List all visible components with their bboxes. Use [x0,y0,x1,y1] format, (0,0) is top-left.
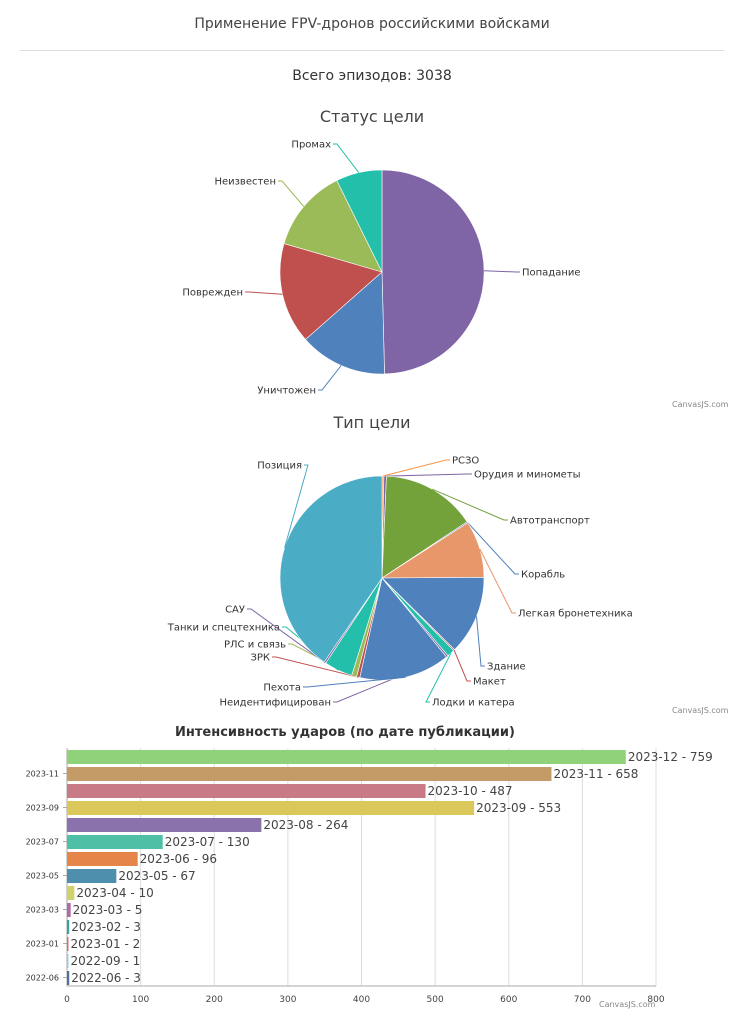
bar-x-tick-800: 800 [647,995,664,1005]
bar-label-2023-01: 2023-01 - 2 [71,937,141,951]
bar-label-2023-03: 2023-03 - 5 [73,903,143,917]
bar-label-2022-09: 2022-09 - 1 [71,954,141,968]
bar-label-2023-07: 2023-07 - 130 [165,835,250,849]
bar-2023-01[interactable] [67,937,69,951]
pie-label-неидентифицирован: Неидентифицирован [220,698,331,709]
pie-leader-рсзо [382,459,450,477]
bar-label-2023-11: 2023-11 - 658 [553,767,638,781]
pie-label-промах: Промах [291,140,331,151]
pie-title-0: Статус цели [320,107,424,126]
bar-label-2023-09: 2023-09 - 553 [476,801,561,815]
pie-slice-неизвестен[interactable] [283,180,383,273]
pie-label-корабль: Корабль [521,570,565,581]
bar-2023-05[interactable] [67,869,117,883]
bar-label-2023-08: 2023-08 - 264 [263,818,348,832]
bar-2023-04[interactable] [67,886,75,900]
bar-label-2023-12: 2023-12 - 759 [628,750,713,764]
bar-2022-06[interactable] [67,971,70,985]
pie-label-легкая-бронетехника: Легкая бронетехника [518,609,633,620]
pie-leader-уничтожен [318,365,342,391]
pie-leader-макет [453,649,471,682]
bar-x-tick-600: 600 [500,995,517,1005]
bar-2023-03[interactable] [67,903,71,917]
pie-leader-здание [476,616,485,667]
pie-slice-автотранспорт[interactable] [381,475,468,579]
bar-y-tick-2022-06: 2022-06 [26,974,59,983]
title-divider [20,50,724,51]
pie-slice-попадание[interactable] [381,169,485,375]
pie-leader-неизвестен [278,180,305,207]
pie-label-неизвестен: Неизвестен [214,177,276,188]
pie-leader-сау [247,608,326,663]
pie-slice-позиция[interactable] [279,475,383,663]
bar-2023-12[interactable] [67,750,626,764]
canvasjs-credit-3: CanvasJS.com [599,1000,656,1009]
bar-2023-10[interactable] [67,784,426,798]
pie-leader-легкая-бронетехника [479,548,516,614]
status-pie-chart: Статус цели Попадание Уничтожен Поврежден Не… [182,107,581,397]
pie-label-зрк: ЗРК [250,653,270,664]
bar-x-tick-300: 300 [279,995,296,1005]
bar-2023-02[interactable] [67,920,70,934]
canvasjs-credit-1: CanvasJS.com [672,400,729,409]
bar-x-tick-200: 200 [206,995,223,1005]
pie-leader-пехота [303,676,406,688]
pie-label-попадание: Попадание [522,268,581,279]
bar-y-tick-2023-07: 2023-07 [26,838,59,847]
total-episodes: Всего эпизодов: 3038 [292,68,452,84]
bar-label-2023-04: 2023-04 - 10 [76,886,153,900]
pie-label-здание: Здание [487,662,526,673]
pie-leader-зрк [272,656,359,678]
bar-x-tick-100: 100 [132,995,149,1005]
bar-y-tick-2023-03: 2023-03 [26,906,59,915]
bar-y-tick-2023-05: 2023-05 [26,872,59,881]
bar-label-2023-06: 2023-06 - 96 [140,852,217,866]
pie-label-позиция: Позиция [257,461,302,472]
pie-leader-промах [333,143,360,174]
bar-chart-title: Интенсивность ударов (по дате публикации… [175,725,515,740]
pie-leader-орудия-и-минометы [385,473,472,477]
bar-2022-09[interactable] [67,954,69,968]
page-title: Применение FPV-дронов российскими войска… [194,16,550,32]
bar-x-tick-0: 0 [64,995,70,1005]
pie-label-сау: САУ [225,605,245,616]
bar-label-2023-05: 2023-05 - 67 [118,869,195,883]
pie-label-рлс-и-связь: РЛС и связь [224,640,286,651]
bar-2023-08[interactable] [67,818,262,832]
bar-label-2023-10: 2023-10 - 487 [428,784,513,798]
bar-2023-11[interactable] [67,767,552,781]
pie-leader-попадание [483,270,520,273]
bar-2023-09[interactable] [67,801,475,815]
pie-title-1: Тип цели [332,413,410,432]
pie-label-орудия-и-минометы: Орудия и минометы [474,470,581,481]
pie-label-лодки-и-катера: Лодки и катера [432,698,515,709]
pie-slice-уничтожен[interactable] [305,271,385,375]
pie-leader-корабль [467,521,519,575]
bar-x-tick-500: 500 [427,995,444,1005]
pie-label-уничтожен: Уничтожен [257,386,316,397]
pie-label-автотранспорт: Автотранспорт [510,516,590,527]
pie-label-танки-и-спецтехника: Танки и спецтехника [167,623,280,634]
pie-label-макет: Макет [473,677,506,688]
pie-label-пехота: Пехота [263,683,301,694]
pie-leader-позиция [284,464,309,548]
bar-2023-06[interactable] [67,852,138,866]
canvasjs-credit-2: CanvasJS.com [672,706,729,715]
pie-label-рсзо: РСЗО [452,456,479,467]
bar-label-2023-02: 2023-02 - 3 [71,920,141,934]
pie-leader-автотранспорт [432,488,508,521]
strike-intensity-bar-chart: Интенсивность ударов (по дате публикации… [26,725,713,1005]
bar-y-tick-2023-01: 2023-01 [26,940,59,949]
target-type-pie-chart: Тип цели РСЗО Орудия и минометы Автотранспо… [167,413,633,709]
bar-y-tick-2023-11: 2023-11 [26,770,59,779]
pie-label-поврежден: Поврежден [182,288,243,299]
pie-leader-лодки-и-катера [425,652,452,703]
bar-x-tick-700: 700 [574,995,591,1005]
pie-slice-поврежден[interactable] [279,243,383,340]
bar-label-2022-06: 2022-06 - 3 [71,971,141,985]
bar-y-tick-2023-09: 2023-09 [26,804,59,813]
bar-2023-07[interactable] [67,835,163,849]
bar-x-tick-400: 400 [353,995,370,1005]
pie-leader-поврежден [245,291,283,295]
